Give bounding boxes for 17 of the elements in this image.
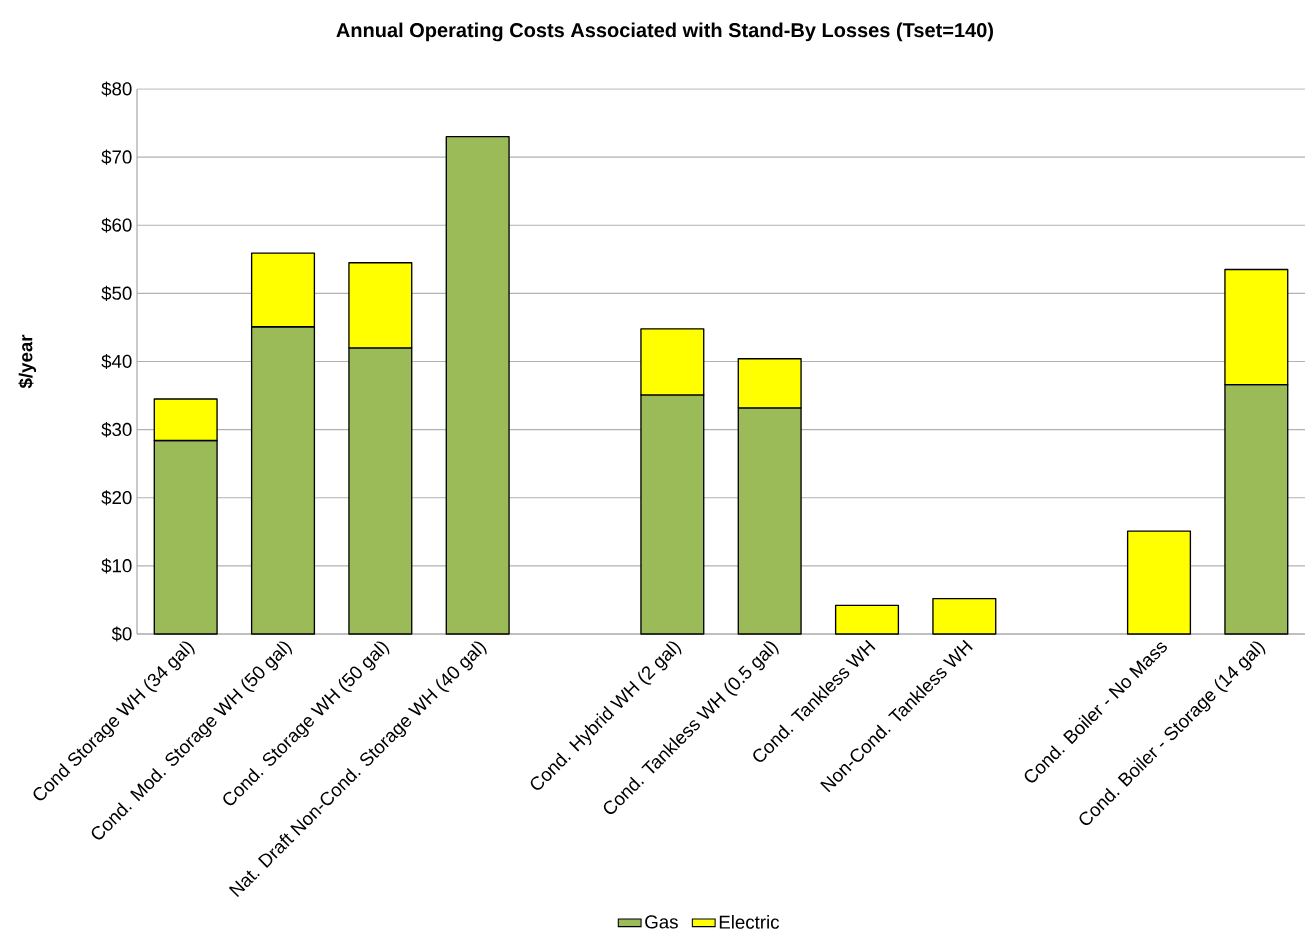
- y-tick-label: $20: [101, 490, 132, 506]
- legend-label: Gas: [645, 915, 678, 929]
- y-tick-label: $10: [101, 558, 132, 574]
- bar: [834, 604, 900, 635]
- y-tick-label: $30: [101, 422, 132, 438]
- y-tick-label: $80: [101, 81, 132, 97]
- chart-title: Annual Operating Costs Associated with Stand-By Losses (Tset=140): [336, 22, 993, 42]
- y-tick-label: $70: [101, 149, 132, 165]
- y-tick-label: $0: [111, 626, 132, 642]
- legend-label: Electric: [719, 915, 780, 929]
- bar: [1126, 530, 1192, 635]
- bar: [932, 597, 997, 635]
- y-tick-label: $40: [101, 353, 132, 370]
- y-axis-title: $/year: [18, 334, 37, 389]
- y-tick-label: $50: [101, 285, 132, 301]
- y-tick-label: $60: [101, 217, 132, 233]
- bar: [445, 136, 510, 635]
